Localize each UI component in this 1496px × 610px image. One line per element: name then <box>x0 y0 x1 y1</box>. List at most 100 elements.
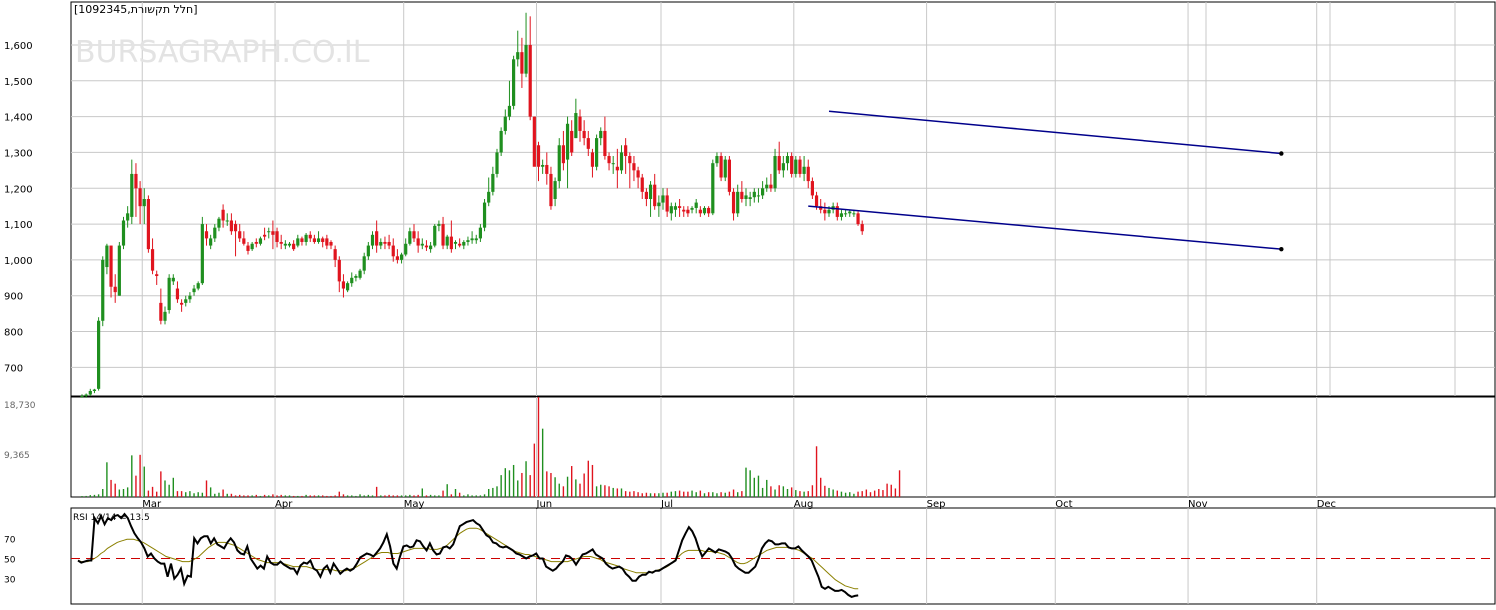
candle-body <box>279 241 283 244</box>
candle-body <box>267 231 271 233</box>
candle <box>341 274 346 298</box>
candle-body <box>491 173 495 192</box>
candle-body <box>549 173 553 207</box>
candle-body <box>420 243 424 246</box>
candle <box>196 281 200 291</box>
candle <box>507 80 512 121</box>
candle-body <box>346 283 350 291</box>
candle <box>142 188 146 225</box>
candle <box>748 191 752 207</box>
candle-body <box>499 130 503 153</box>
candle <box>238 224 242 242</box>
candle <box>474 234 478 244</box>
candle-body <box>565 123 570 160</box>
candle <box>292 240 296 251</box>
candle-body <box>445 236 449 246</box>
candle <box>570 120 574 157</box>
volume-bars <box>81 397 901 497</box>
channel-endpoint <box>1279 151 1284 156</box>
candle-body <box>358 270 362 278</box>
candle <box>599 127 603 146</box>
candle-body <box>794 159 798 174</box>
candle <box>146 195 150 253</box>
candle-body <box>586 138 590 149</box>
candle-body <box>275 231 279 242</box>
candle <box>478 224 482 242</box>
candle-body <box>150 249 155 271</box>
candle-body <box>823 209 827 214</box>
candle <box>682 206 686 217</box>
candle <box>462 240 466 250</box>
candle-body <box>557 145 561 182</box>
candle <box>229 213 233 235</box>
candle-body <box>350 277 354 284</box>
candle <box>487 177 491 207</box>
candle <box>416 231 420 253</box>
candle-body <box>752 191 756 198</box>
candle-body <box>686 209 690 214</box>
candle <box>835 202 839 221</box>
candle <box>217 216 221 232</box>
candle <box>578 109 582 142</box>
candle-body <box>827 209 831 214</box>
candle <box>561 130 565 171</box>
candle-body <box>321 238 325 242</box>
candle <box>408 227 412 246</box>
watermark-text: BURSAGRAPH.CO.IL <box>75 35 370 70</box>
candle <box>619 145 624 174</box>
candle-body <box>835 206 839 217</box>
candle-body <box>188 295 192 300</box>
candle-body <box>512 59 516 106</box>
candle <box>744 188 748 207</box>
candle <box>794 156 798 178</box>
candle <box>387 234 391 250</box>
candle-body <box>379 241 383 246</box>
candle <box>603 116 607 160</box>
candle <box>155 270 159 285</box>
candle <box>113 274 117 303</box>
candle-body <box>528 44 532 117</box>
candle <box>437 220 441 232</box>
candle-body <box>383 241 387 244</box>
candle-body <box>92 389 97 391</box>
candle <box>101 256 105 327</box>
candle <box>300 236 304 246</box>
candle-body <box>636 170 640 178</box>
candle <box>109 245 113 298</box>
candle <box>756 188 761 203</box>
channel-line <box>828 110 1282 155</box>
candle <box>856 211 860 226</box>
candle <box>707 206 711 217</box>
candle-body <box>429 245 433 250</box>
candle <box>267 227 271 239</box>
candle-body <box>88 390 92 395</box>
candle <box>263 227 267 241</box>
rsi-line <box>77 512 859 598</box>
candle <box>644 188 648 207</box>
candle-body <box>848 211 852 214</box>
candle <box>595 134 599 171</box>
candle <box>541 159 545 174</box>
candle-body <box>802 166 806 174</box>
candle-body <box>462 241 466 246</box>
candle-body <box>84 394 88 396</box>
candle-body <box>387 241 391 246</box>
candle <box>453 240 458 250</box>
candle-body <box>126 213 130 221</box>
candle <box>171 274 175 285</box>
candle <box>362 252 366 275</box>
candle-body <box>482 202 487 228</box>
candle <box>769 173 773 192</box>
candle-body <box>146 199 150 250</box>
candle-body <box>516 52 520 60</box>
candle-body <box>624 145 628 157</box>
candle-body <box>225 220 229 222</box>
candle-body <box>765 184 769 189</box>
candle <box>134 163 138 217</box>
candle-body <box>412 231 416 239</box>
candle <box>192 284 196 296</box>
candle <box>516 30 520 67</box>
candle <box>615 148 619 189</box>
candle <box>752 188 756 203</box>
candle <box>200 216 204 285</box>
